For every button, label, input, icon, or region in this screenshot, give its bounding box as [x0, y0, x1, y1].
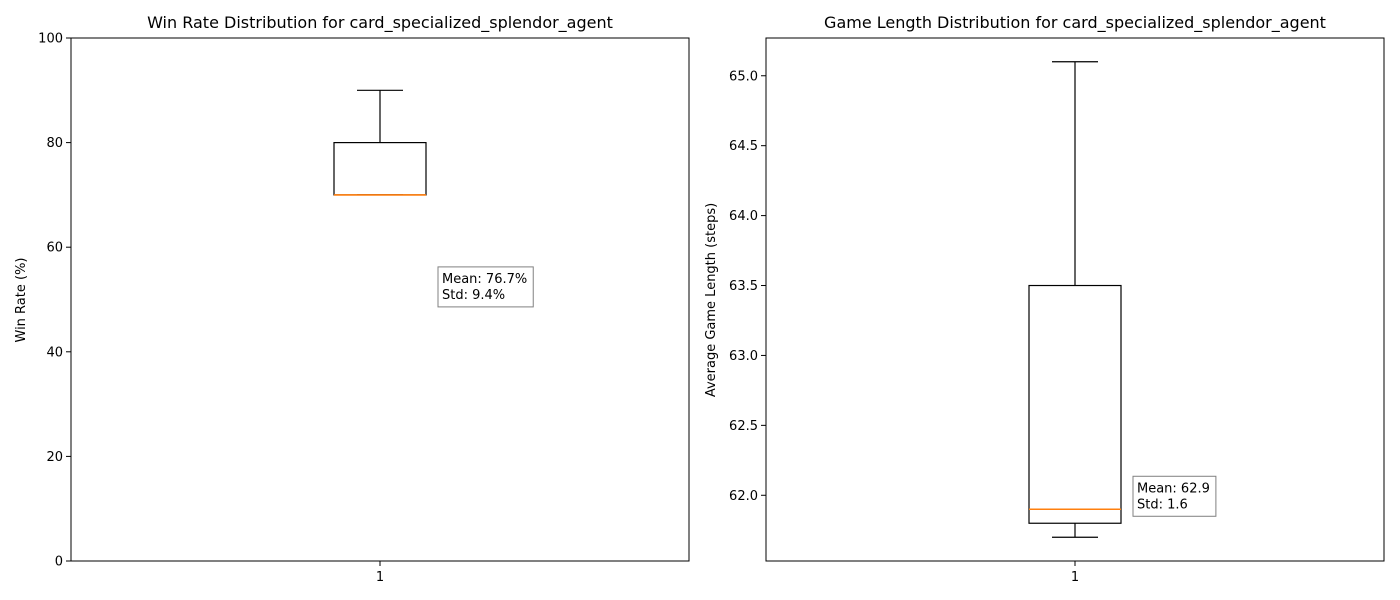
annotation-box [437, 266, 534, 308]
y-ticks: 62.0 62.5 63.0 63.5 64.0 64.5 65.0 [729, 69, 766, 504]
y-tick-label: 65.0 [729, 69, 758, 84]
annotation-mean: Mean: 76.7% [442, 272, 527, 287]
boxplot [1028, 61, 1122, 538]
plot-frame [70, 37, 690, 562]
annotation-box [1132, 475, 1217, 517]
y-axis-label: Win Rate (%) [14, 258, 29, 343]
y-tick-label: 62.0 [729, 489, 758, 504]
boxplot [333, 89, 427, 196]
y-tick-label: 20 [46, 450, 63, 465]
x-ticks: 1 [1071, 561, 1079, 585]
annotation-std: Std: 1.6 [1137, 497, 1188, 512]
y-tick-label: 80 [46, 136, 63, 151]
y-ticks: 0 20 40 60 80 100 [38, 32, 71, 570]
iqr-box [1028, 284, 1122, 524]
y-tick-label: 64.5 [729, 139, 758, 154]
y-tick-label: 40 [46, 345, 63, 360]
y-tick-label: 62.5 [729, 419, 758, 434]
annotation-mean: Mean: 62.9 [1137, 481, 1210, 496]
y-tick-label: 63.5 [729, 279, 758, 294]
y-tick-label: 60 [46, 241, 63, 256]
annotation-std: Std: 9.4% [442, 288, 505, 303]
x-ticks: 1 [376, 561, 384, 585]
plot-frame [765, 37, 1385, 562]
chart-title: Game Length Distribution for card_specia… [824, 13, 1326, 33]
y-tick-label: 63.0 [729, 349, 758, 364]
stats-annotation: Mean: 62.9 Std: 1.6 [1132, 475, 1217, 517]
y-tick-label: 100 [38, 32, 63, 47]
y-axis-label: Average Game Length (steps) [704, 203, 719, 397]
game-length-chart: Game Length Distribution for card_specia… [704, 13, 1385, 585]
iqr-box [333, 142, 427, 196]
y-tick-label: 64.0 [729, 209, 758, 224]
stats-annotation: Mean: 76.7% Std: 9.4% [437, 266, 534, 308]
chart-title: Win Rate Distribution for card_specializ… [147, 13, 613, 33]
y-tick-label: 0 [55, 555, 63, 570]
win-rate-chart: Win Rate Distribution for card_specializ… [14, 13, 690, 585]
x-tick-label: 1 [1071, 570, 1079, 585]
x-tick-label: 1 [376, 570, 384, 585]
